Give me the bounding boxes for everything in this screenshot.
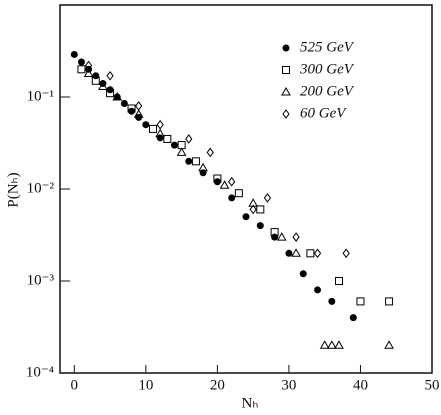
- data-point: [170, 141, 178, 149]
- data-point: [263, 193, 272, 203]
- data-point: [133, 109, 144, 118]
- data-point: [155, 128, 166, 138]
- data-point: [271, 233, 279, 241]
- data-point: [83, 68, 94, 78]
- data-point: [299, 270, 307, 278]
- x-tick-label: 30: [281, 377, 296, 393]
- data-point: [319, 340, 330, 349]
- legend-label: 525 GeV: [300, 39, 355, 55]
- data-point: [135, 101, 143, 111]
- data-point: [191, 157, 200, 166]
- y-tick-label: 10⁻¹: [27, 88, 54, 104]
- data-point: [77, 58, 85, 66]
- data-point: [285, 249, 293, 257]
- legend-marker: [281, 86, 291, 96]
- x-tick-label: 50: [425, 377, 440, 393]
- data-point: [256, 222, 264, 230]
- x-tick-label: 20: [210, 377, 225, 393]
- data-point: [206, 147, 214, 158]
- data-point: [384, 340, 394, 349]
- data-point: [185, 157, 193, 165]
- y-tick-label: 10⁻²: [27, 180, 55, 196]
- data-point: [84, 60, 93, 71]
- data-point: [77, 65, 86, 74]
- data-point: [176, 147, 187, 156]
- data-point: [70, 50, 78, 58]
- data-point: [292, 232, 300, 242]
- x-tick-label: 0: [71, 377, 79, 393]
- data-point: [142, 121, 150, 129]
- data-point: [306, 249, 315, 258]
- data-point: [270, 228, 279, 237]
- data-point: [385, 297, 394, 306]
- data-point: [98, 81, 108, 91]
- y-axis-label: P(Nₕ): [5, 172, 21, 207]
- x-tick-label: 10: [138, 377, 153, 393]
- data-point: [326, 340, 337, 349]
- data-point: [234, 189, 243, 198]
- data-point: [198, 162, 208, 172]
- data-point: [291, 248, 301, 257]
- data-point: [249, 204, 257, 215]
- data-point: [185, 134, 193, 144]
- data-point: [242, 213, 250, 221]
- legend-marker: [282, 44, 290, 52]
- data-point: [314, 286, 322, 294]
- data-point: [149, 124, 157, 133]
- y-tick-label: 10⁻³: [27, 272, 55, 288]
- data-point: [335, 277, 343, 285]
- x-tick-label: 40: [353, 377, 368, 393]
- data-point: [156, 134, 164, 142]
- legend-label: 60 GeV: [300, 105, 347, 121]
- data-point: [91, 76, 100, 85]
- data-point: [106, 70, 114, 81]
- data-point: [228, 194, 236, 202]
- data-point: [342, 248, 350, 259]
- plot-frame: [59, 4, 433, 374]
- data-point: [256, 205, 265, 214]
- y-tick-label: 10⁻⁴: [26, 364, 54, 380]
- data-point: [128, 107, 136, 115]
- data-point: [112, 91, 123, 101]
- legend-label: 200 GeV: [300, 83, 355, 99]
- data-point: [313, 248, 322, 259]
- data-point: [276, 232, 287, 241]
- legend-marker: [282, 66, 290, 74]
- data-point: [120, 99, 128, 107]
- data-point: [349, 314, 357, 322]
- x-axis-label: Nₕ: [242, 395, 259, 411]
- legend-marker: [282, 109, 290, 119]
- data-point: [248, 198, 259, 207]
- data-point: [156, 119, 164, 130]
- data-point: [92, 72, 100, 80]
- data-point: [228, 176, 236, 187]
- data-point: [106, 89, 115, 98]
- data-point: [219, 180, 230, 189]
- data-point: [213, 174, 222, 183]
- data-point: [328, 297, 336, 305]
- legend-label: 300 GeV: [299, 61, 355, 77]
- data-point: [127, 104, 136, 113]
- data-point: [163, 134, 172, 143]
- data-point: [356, 297, 365, 306]
- data-point: [334, 340, 344, 349]
